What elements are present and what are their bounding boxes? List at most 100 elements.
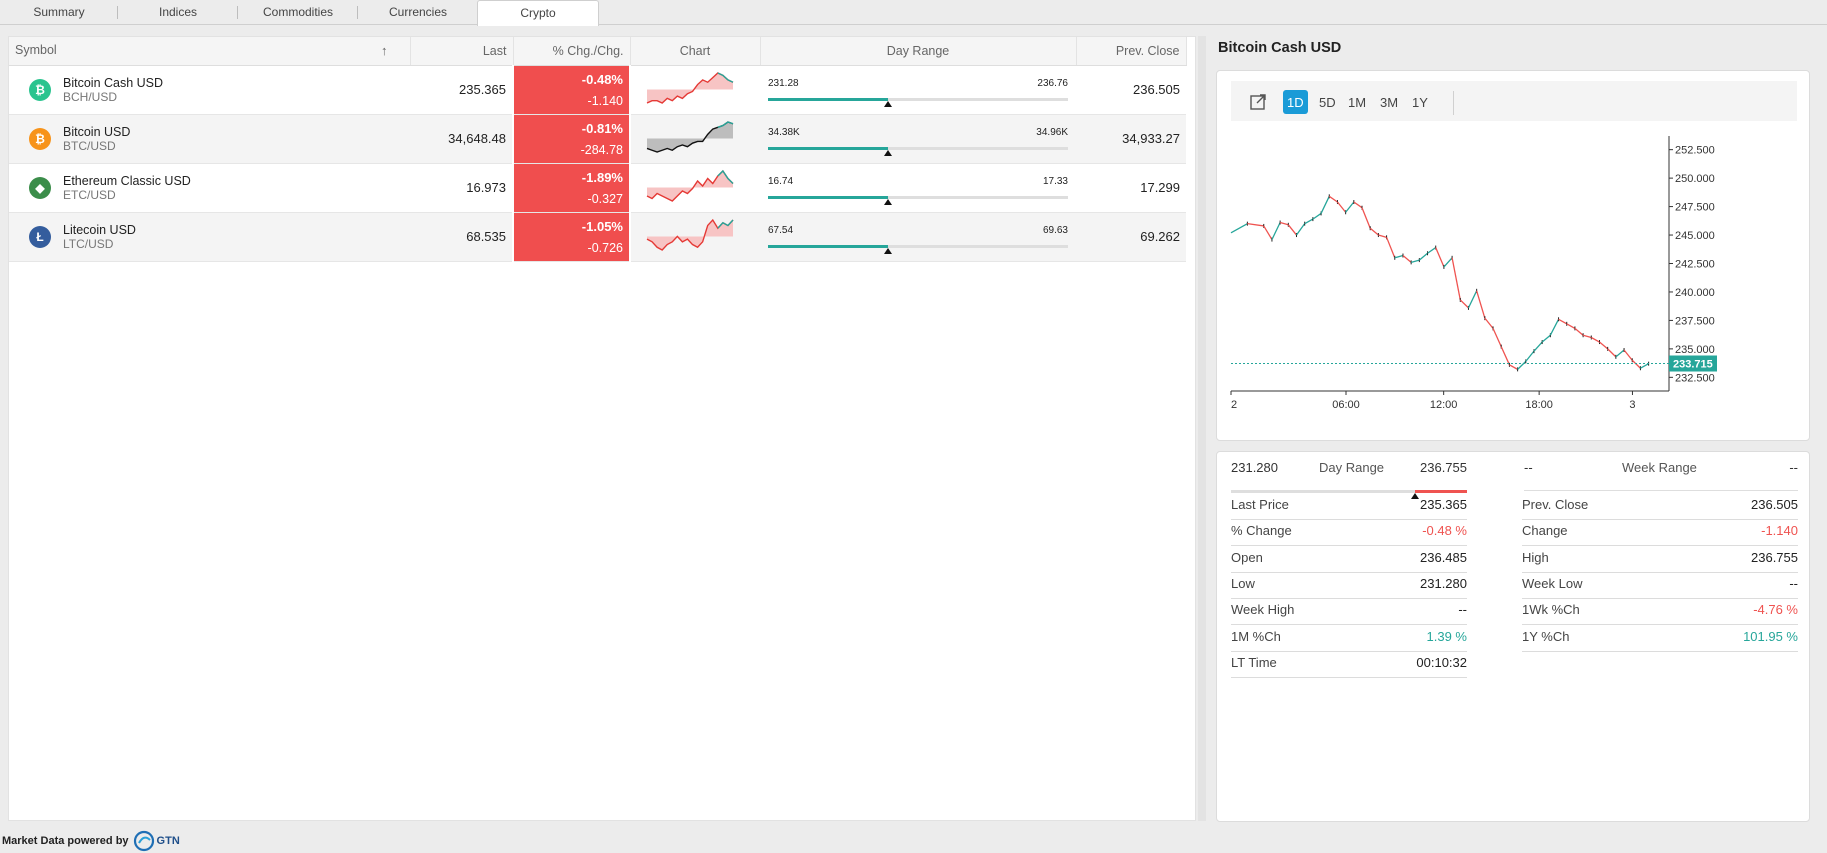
price-segment	[1295, 223, 1306, 236]
price-segment	[1247, 223, 1264, 227]
symbol-name: Ethereum Classic USD	[63, 173, 191, 188]
col-header-symbol-label: Symbol	[15, 43, 57, 58]
range-bar	[768, 196, 1068, 205]
period-5d-button[interactable]: 5D	[1319, 94, 1336, 110]
table-row[interactable]: ₿ Bitcoin USD BTC/USD 34,648.48 -0.81% -…	[9, 114, 1186, 164]
price-segment	[1418, 252, 1428, 261]
change-percent: -0.48%	[581, 71, 623, 87]
col-header-symbol[interactable]: Symbol ↑	[9, 37, 411, 66]
gtn-logo-text: GTN	[156, 834, 180, 847]
bitcoin-cash-icon: ₿	[29, 78, 51, 101]
range-bar	[768, 98, 1068, 107]
last-price-badge	[1669, 355, 1717, 372]
price-segment	[1467, 290, 1478, 309]
field-row: 1Wk %Ch -4.76 %	[1522, 595, 1798, 626]
range-high: 236.76	[1037, 78, 1068, 89]
price-segment	[1500, 346, 1511, 366]
symbol-cell[interactable]: ◆ Ethereum Classic USD ETC/USD	[9, 163, 410, 213]
period-1y-button[interactable]: 1Y	[1412, 94, 1428, 110]
change-value: -284.78	[580, 142, 623, 157]
table-row[interactable]: ◆ Ethereum Classic USD ETC/USD 16.973 -1…	[9, 163, 1186, 213]
field-label: 1Wk %Ch	[1522, 602, 1580, 618]
table-row[interactable]: ₿ Bitcoin Cash USD BCH/USD 235.365 -0.48…	[9, 65, 1186, 115]
sparkline-cell[interactable]	[630, 114, 760, 164]
day-range-marker	[1411, 493, 1420, 499]
field-row: High 236.755	[1522, 543, 1798, 573]
week-range-header: -- Week Range --	[1524, 460, 1798, 480]
period-1d-button[interactable]: 1D	[1283, 90, 1308, 114]
price-segment	[1263, 225, 1273, 240]
field-row: Low 231.280	[1231, 569, 1467, 599]
panel-splitter[interactable]	[1208, 36, 1212, 821]
period-3m-button[interactable]: 3M	[1380, 94, 1399, 110]
ethereum-classic-icon: ◆	[29, 176, 51, 199]
y-tick-label: 250.000	[1675, 173, 1715, 185]
change-cell: -0.81% -284.78	[512, 114, 631, 164]
price-chart[interactable]: 252.500 250.000 247.500 245.000 242.500 240.0…	[1217, 126, 1811, 446]
col-header-last[interactable]: Last	[410, 37, 514, 66]
last-price: 34,648.48	[410, 114, 513, 164]
price-segment	[1328, 195, 1338, 203]
symbol-pair: BCH/USD	[63, 89, 118, 104]
y-tick-label: 235.000	[1675, 344, 1715, 356]
detail-panel: Bitcoin Cash USD 1D 5D 1M 3M 1Y 252.500 2…	[1216, 36, 1819, 822]
popout-icon[interactable]	[1245, 90, 1271, 114]
sparkline-cell[interactable]	[630, 212, 760, 262]
change-cell: -1.05% -0.726	[512, 212, 631, 262]
field-row: % Change -0.48 %	[1231, 516, 1467, 547]
col-header-prev-close[interactable]: Prev. Close	[1076, 37, 1187, 66]
sparkline-cell[interactable]	[630, 163, 760, 213]
y-tick-label: 252.500	[1675, 145, 1715, 157]
watchlist-scrollbar[interactable]	[1198, 36, 1206, 821]
symbol-cell[interactable]: ₿ Bitcoin Cash USD BCH/USD	[9, 65, 410, 115]
symbol-cell[interactable]: ₿ Bitcoin USD BTC/USD	[9, 114, 410, 164]
sparkline-cell[interactable]	[630, 65, 760, 115]
last-price: 235.365	[410, 65, 513, 115]
field-label: High	[1522, 549, 1549, 565]
price-segment	[1607, 348, 1617, 358]
footer: Market Data powered by GTN	[0, 828, 1827, 853]
watchlist-table: Symbol ↑ Last % Chg./Chg. Chart Day Rang…	[9, 37, 1187, 262]
info-card: 231.280 Day Range 236.755 -- Week Range …	[1216, 451, 1810, 822]
range-high: 69.63	[1042, 225, 1068, 236]
price-segment	[1533, 341, 1543, 352]
col-header-change[interactable]: % Chg./Chg.	[513, 37, 631, 66]
tab-indices[interactable]: Indices	[118, 0, 238, 25]
prev-close: 34,933.27	[1076, 114, 1186, 164]
symbol-cell[interactable]: Ł Litecoin USD LTC/USD	[9, 212, 410, 262]
price-segment	[1631, 359, 1641, 369]
period-1m-button[interactable]: 1M	[1348, 94, 1367, 110]
price-segment	[1566, 323, 1576, 329]
y-tick-label: 232.500	[1675, 372, 1715, 384]
field-label: Week Low	[1522, 575, 1583, 591]
tab-commodities[interactable]: Commodities	[238, 0, 358, 25]
tab-currencies[interactable]: Currencies	[388, 5, 448, 19]
price-segment	[1345, 201, 1355, 213]
range-low: 231.28	[768, 78, 799, 89]
day-range-cell: 67.54 69.63	[760, 212, 1076, 262]
day-range-header: 231.280 Day Range 236.755	[1231, 460, 1467, 480]
x-tick-label: 18:00	[1525, 399, 1553, 411]
tab-crypto[interactable]: Crypto	[477, 0, 599, 26]
price-segment	[1378, 234, 1387, 238]
col-header-day-range: Day Range	[760, 37, 1077, 66]
change-percent: -0.81%	[581, 120, 623, 136]
price-segment	[1410, 259, 1420, 263]
price-segment	[1353, 201, 1363, 209]
price-segment	[1369, 227, 1379, 236]
price-segment	[1336, 201, 1347, 213]
field-label: Open	[1231, 549, 1263, 565]
range-high: 34.96K	[1036, 127, 1068, 138]
x-tick-label: 12:00	[1430, 399, 1458, 411]
day-range-label: Day Range	[1319, 460, 1385, 475]
day-range-cell: 34.38K 34.96K	[760, 114, 1076, 164]
field-label: Change	[1522, 523, 1568, 539]
arrow-up-icon[interactable]: ↑	[381, 43, 388, 59]
table-row[interactable]: Ł Litecoin USD LTC/USD 68.535 -1.05% -0.…	[9, 212, 1186, 262]
price-segment	[1427, 247, 1437, 254]
sparkline-area	[647, 171, 733, 201]
week-range-low: --	[1524, 460, 1533, 475]
tab-summary[interactable]: Summary	[0, 0, 118, 25]
range-low: 67.54	[768, 225, 794, 236]
field-value: --	[1458, 602, 1467, 618]
